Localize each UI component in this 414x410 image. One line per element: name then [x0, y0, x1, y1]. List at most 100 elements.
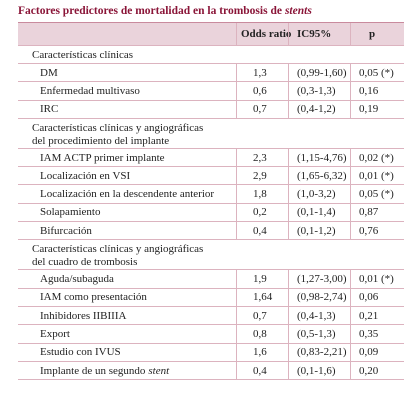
cell: 0,01 (*): [350, 167, 413, 185]
cell: (1,0-3,2): [288, 185, 359, 203]
row-label: IAM ACTP primer implante: [40, 149, 165, 166]
label-text: DM: [40, 66, 58, 79]
row-label: Estudio con IVUS: [40, 344, 121, 361]
cell: 0,06: [350, 288, 413, 306]
cell: 0,4: [236, 222, 305, 240]
cell: 1,6: [236, 343, 305, 361]
label-text: Solapamiento: [40, 206, 101, 219]
header-row: Odds ratio IC95% p: [18, 22, 404, 46]
label-text: IRC: [40, 103, 59, 116]
data-row: Export 0,8 (0,5-1,3) 0,35: [18, 325, 404, 344]
cell: 0,05 (*): [350, 64, 413, 82]
cell: 0,02 (*): [350, 148, 413, 167]
cell: 1,64: [236, 288, 305, 306]
section-row: Características clínicas: [18, 46, 404, 64]
row-label: Bifurcación: [40, 222, 92, 239]
cell: 0,21: [350, 306, 413, 325]
data-row: Localización en la descendente anterior 1…: [18, 185, 404, 204]
row-label: Aguda/subaguda: [40, 270, 114, 287]
data-row: Solapamiento 0,2 (0,1-1,4) 0,87: [18, 203, 404, 223]
cell: (0,99-1,60): [288, 64, 359, 82]
row-label: IRC: [40, 101, 58, 118]
data-row: IAM como presentación 1,64 (0,98-2,74) 0,06: [18, 288, 404, 307]
cell: 0,35: [350, 325, 413, 343]
data-row: Bifurcación 0,4 (0,1-1,2) 0,76: [18, 222, 404, 241]
cell: 0,09: [350, 343, 413, 361]
data-row: IAM ACTP primer implante 2,3 (1,15-4,76) 0,…: [18, 148, 404, 168]
cell: 0,87: [350, 203, 413, 222]
row-label: Localización en la descendente anterior: [40, 185, 214, 202]
data-row: Localización en VSI 2,9 (1,65-6,32) 0,01 (*…: [18, 167, 404, 186]
section-line: Características clínicas y angiográficas: [32, 121, 204, 134]
cell: 0,8: [236, 325, 305, 343]
row-label: Enfermedad multivaso: [40, 82, 140, 99]
cell: (0,5-1,3): [288, 325, 359, 343]
cell: (0,1-1,4): [288, 203, 359, 222]
cell: 0,6: [236, 82, 305, 100]
label-text: IAM como presentación: [40, 291, 147, 304]
row-label: Implante de un segundo stent: [40, 362, 169, 379]
data-row: IRC 0,7 (0,4-1,2) 0,19: [18, 100, 404, 119]
cell: (0,1-1,6): [288, 361, 359, 380]
cell: 1,9: [236, 270, 305, 288]
label-text: Export: [40, 327, 70, 340]
cell: (1,65-6,32): [288, 167, 359, 185]
cell: (0,4-1,2): [288, 100, 359, 118]
cell: 0,05 (*): [350, 185, 413, 203]
label-text: Localización en la descendente anterior: [40, 188, 215, 201]
row-label: Solapamiento: [40, 204, 101, 221]
header-cell: Odds ratio: [236, 23, 293, 45]
cell: 0,2: [236, 203, 305, 222]
data-row: DM 1,3 (0,99-1,60) 0,05 (*): [18, 64, 404, 83]
cell: 0,16: [350, 82, 413, 100]
data-row: Estudio con IVUS 1,6 (0,83-2,21) 0,09: [18, 343, 404, 362]
cell: 0,19: [350, 100, 413, 118]
row-label: Export: [40, 325, 70, 342]
label-text: Enfermedad multivaso: [40, 84, 140, 97]
cell: (0,83-2,21): [288, 343, 359, 361]
cell: 2,3: [236, 148, 305, 167]
label-italic: stent: [148, 364, 170, 377]
cell: 0,7: [236, 100, 305, 118]
data-row: Inhibidores IIBIIIA 0,7 (0,4-1,3) 0,21: [18, 306, 404, 326]
row-label: DM: [40, 64, 58, 81]
label-text: Inhibidores IIBIIIA: [40, 309, 127, 322]
cell: 0,01 (*): [350, 270, 413, 288]
cell: (1,15-4,76): [288, 148, 359, 167]
label-text: IAM ACTP primer implante: [40, 151, 165, 164]
data-row: Implante de un segundo stent 0,4 (0,1-1,6) 0…: [18, 361, 404, 381]
label-text: Implante de un segundo: [40, 364, 146, 377]
cell: (0,1-1,2): [288, 222, 359, 240]
cell: 0,20: [350, 361, 413, 380]
section-row: Características clínicas y angiográficas…: [18, 240, 404, 271]
data-row: Aguda/subaguda 1,9 (1,27-3,00) 0,01 (*): [18, 270, 404, 289]
cell: 0,7: [236, 306, 305, 325]
header-cell: IC95%: [288, 23, 359, 45]
row-label: IAM como presentación: [40, 289, 147, 306]
section-row: Características clínicas y angiográficas…: [18, 119, 404, 149]
cell: 1,3: [236, 64, 305, 82]
table: Odds ratio IC95% p Características clínicas…: [18, 22, 404, 381]
label-text: Localización en VSI: [40, 169, 131, 182]
cell: 0,4: [236, 361, 305, 380]
data-row: Enfermedad multivaso 0,6 (0,3-1,3) 0,16: [18, 82, 404, 101]
cell: 0,76: [350, 222, 413, 240]
cell: (0,98-2,74): [288, 288, 359, 306]
section-line: del procedimiento del implante: [32, 134, 170, 147]
section-line: Características clínicas y angiográficas: [32, 243, 204, 256]
label-text: Estudio con IVUS: [40, 346, 121, 359]
section-line: del cuadro de trombosis: [32, 256, 138, 269]
label-text: Aguda/subaguda: [40, 273, 114, 286]
label-text: Bifurcación: [40, 224, 92, 237]
header-cell: p: [350, 23, 414, 45]
row-label: Localización en VSI: [40, 167, 130, 184]
cell: (1,27-3,00): [288, 270, 359, 288]
cell: (0,3-1,3): [288, 82, 359, 100]
cell: 1,8: [236, 185, 305, 203]
section-line: Características clínicas: [32, 49, 134, 61]
title-text: Factores predictores de mortalidad en la…: [18, 5, 282, 17]
cell: 2,9: [236, 167, 305, 185]
cell: (0,4-1,3): [288, 306, 359, 325]
row-label: Inhibidores IIBIIIA: [40, 307, 126, 324]
